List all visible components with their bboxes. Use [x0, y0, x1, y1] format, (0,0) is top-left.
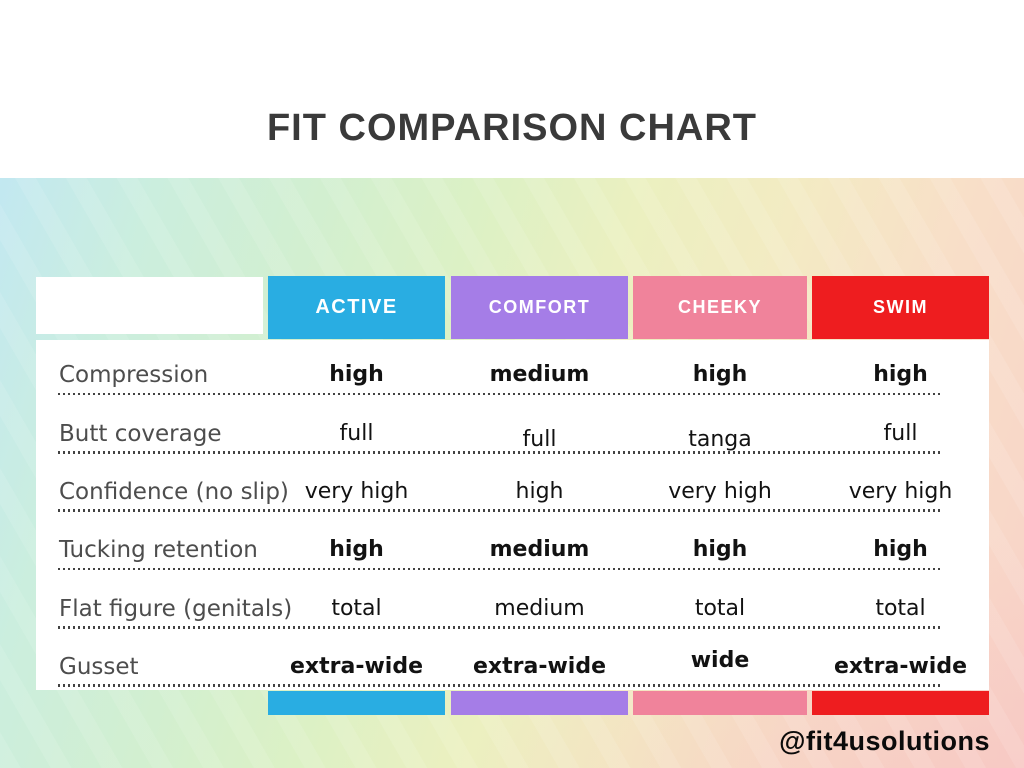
cell-value: total: [694, 595, 746, 621]
cell-value: medium: [494, 595, 585, 621]
column-header-comfort: COMFORT: [451, 276, 628, 339]
row-divider-dotted-line: [58, 509, 941, 512]
row-divider-dotted-line: [58, 451, 941, 454]
column-header-label: CHEEKY: [677, 297, 762, 317]
cell-value: medium: [489, 362, 590, 388]
cell-value: high: [873, 537, 928, 563]
cell-value: high: [515, 478, 564, 504]
cell-value: high: [692, 362, 748, 388]
cell-value: extra-wide: [834, 653, 967, 679]
cell-value: high: [692, 537, 748, 563]
table-row: Flat figure (genitals) total medium tota…: [36, 573, 989, 631]
column-header-label: ACTIVE: [315, 296, 398, 318]
column-footer-bar-cheeky: [633, 691, 807, 715]
row-label: Gusset: [59, 653, 139, 680]
row-label: Confidence (no slip): [59, 478, 289, 505]
row-label: Flat figure (genitals): [59, 595, 293, 622]
column-footer-bar-comfort: [451, 691, 628, 715]
cell-value: extra-wide: [473, 653, 606, 679]
cell-value: extra-wide: [290, 653, 423, 679]
cell-value: high: [329, 362, 384, 388]
column-header-swim: SWIM: [812, 276, 989, 339]
row-divider-dotted-line: [58, 567, 941, 571]
column-footer-bar-swim: [812, 691, 989, 715]
row-divider-dotted-line: [58, 684, 941, 687]
cell-value: very high: [304, 478, 409, 504]
row-label: Butt coverage: [59, 420, 222, 447]
cell-value: full: [883, 420, 918, 446]
column-header-active: ACTIVE: [268, 276, 445, 339]
column-header-label: SWIM: [873, 297, 928, 317]
cell-value: very high: [848, 478, 953, 504]
cell-value: high: [873, 362, 928, 388]
column-footer-bar-active: [268, 691, 445, 715]
table-row: Gusset extra-wide extra-wide wide extra-…: [36, 632, 989, 690]
table-row: Tucking retention high medium high high: [36, 515, 989, 573]
row-divider-dotted-line: [58, 626, 941, 629]
cell-value: tanga: [688, 426, 752, 452]
comparison-table-body: Compression high medium high high Butt c…: [36, 340, 989, 690]
cell-value: wide: [690, 647, 750, 673]
table-row: Compression high medium high high: [36, 340, 989, 398]
cell-value: total: [875, 595, 926, 621]
table-corner-blank-cell: [36, 277, 263, 334]
cell-value: full: [339, 420, 374, 446]
row-divider-dotted-line: [58, 392, 941, 396]
column-header-cheeky: CHEEKY: [633, 276, 807, 339]
cell-value: total: [331, 595, 382, 621]
row-label: Tucking retention: [59, 537, 258, 564]
page-title: FIT COMPARISON CHART: [266, 107, 758, 150]
cell-value: medium: [489, 537, 590, 563]
cell-value: very high: [668, 478, 772, 504]
cell-value: full: [522, 426, 557, 452]
table-row: Butt coverage full full tanga full: [36, 398, 989, 456]
column-header-label: COMFORT: [488, 297, 591, 317]
row-label: Compression: [59, 362, 209, 389]
table-row: Confidence (no slip) very high high very…: [36, 457, 989, 515]
cell-value: high: [329, 537, 384, 563]
brand-handle: @fit4usolutions: [779, 726, 990, 756]
